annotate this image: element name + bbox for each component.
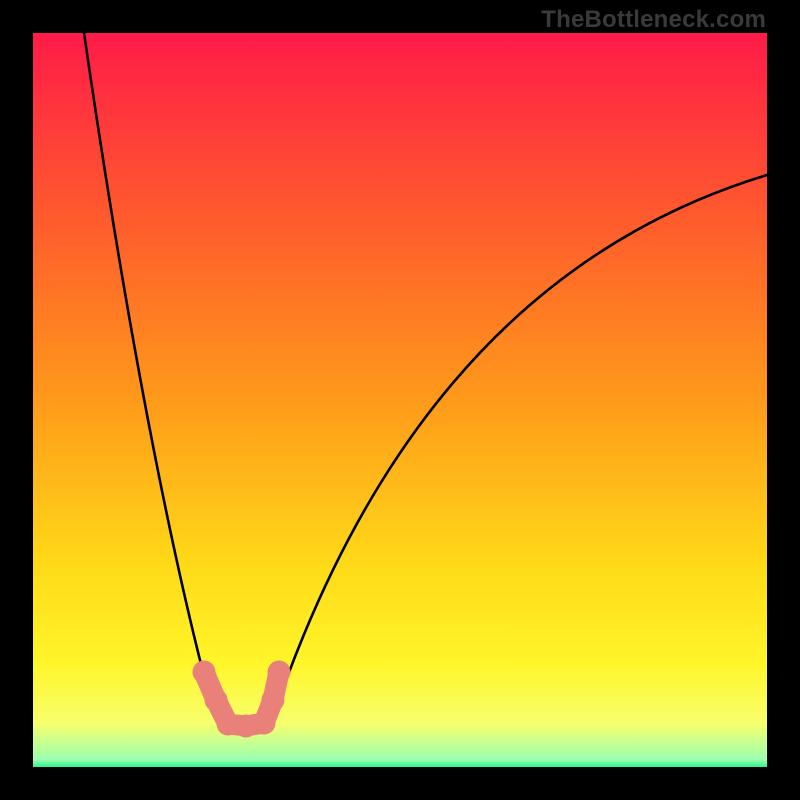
chart-frame: TheBottleneck.com — [0, 0, 800, 800]
watermark-text: TheBottleneck.com — [541, 6, 766, 34]
gradient-plot-area — [33, 33, 767, 767]
